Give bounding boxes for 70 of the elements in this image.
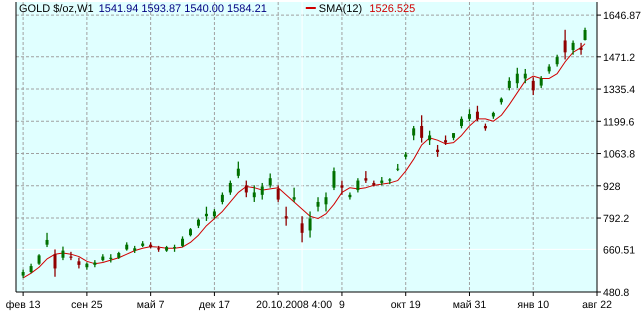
candlestick xyxy=(284,206,288,226)
x-tick-label: окт 19 xyxy=(390,299,421,311)
candlestick xyxy=(276,184,280,203)
legend-label: SMA(12) xyxy=(318,3,362,15)
candlestick xyxy=(292,187,296,203)
x-tick-label: сен 25 xyxy=(71,299,103,311)
candlestick xyxy=(564,29,567,60)
x-tick-label: янв 10 xyxy=(517,299,550,311)
candlestick xyxy=(548,64,551,74)
candlestick xyxy=(196,218,200,229)
candlestick xyxy=(508,76,511,91)
candlestick xyxy=(396,163,400,172)
candlestick xyxy=(46,232,49,248)
y-tick-label: 480.8 xyxy=(603,287,630,299)
candlestick xyxy=(316,196,320,212)
candlestick xyxy=(540,75,543,89)
candlestick xyxy=(220,192,224,205)
x-tick-label: май 7 xyxy=(136,299,165,311)
candlestick xyxy=(268,172,272,188)
candlestick xyxy=(236,160,240,179)
ref-line-label: 660.51 xyxy=(603,244,636,256)
x-tick-label: дек 17 xyxy=(198,299,230,311)
candlestick xyxy=(364,170,368,184)
candlestick xyxy=(54,248,56,278)
candlestick xyxy=(77,257,80,270)
x-tick-label: 9 xyxy=(339,299,346,311)
candlestick xyxy=(584,27,587,42)
candlestick xyxy=(181,236,184,248)
candlestick xyxy=(412,125,416,141)
candlestick xyxy=(244,180,248,198)
candlestick xyxy=(252,184,256,203)
candlestick xyxy=(516,67,519,89)
candlestick xyxy=(444,134,448,146)
y-tick-label: 1335.4 xyxy=(603,84,636,96)
candlestick xyxy=(524,68,527,84)
candlestick xyxy=(532,76,535,96)
x-tick-label: май 31 xyxy=(452,299,486,311)
candlestick xyxy=(300,216,304,243)
candlestick xyxy=(356,178,360,194)
candlestick xyxy=(38,254,41,266)
candlestick xyxy=(212,208,216,220)
candlestick xyxy=(324,192,328,212)
candlestick xyxy=(332,166,336,191)
candlestick xyxy=(308,210,312,238)
annotation: 1526.525 xyxy=(369,3,416,15)
candlestick xyxy=(436,144,440,158)
candlestick xyxy=(428,130,432,146)
y-tick-label: 1471.2 xyxy=(603,52,636,64)
y-tick-label: 1063.8 xyxy=(603,148,636,161)
candlestick xyxy=(556,54,559,68)
candlestick xyxy=(580,42,583,56)
candlestick xyxy=(228,180,232,196)
line-series xyxy=(22,43,586,278)
candlestick xyxy=(420,114,424,144)
x-tick-label: фев 13 xyxy=(6,299,41,311)
y-tick-label: 792.2 xyxy=(603,213,630,226)
y-tick-label: 928 xyxy=(603,180,621,193)
chart-title: GOLD $/oz,W1 xyxy=(19,3,94,15)
candlestick xyxy=(30,263,33,274)
candlestick xyxy=(572,40,575,56)
y-tick-label: 1646.87 xyxy=(603,10,642,22)
candlestick xyxy=(468,108,471,122)
ref-line-label: 20.10.2008 4:00 xyxy=(256,299,332,311)
chart-subtitle: 1541.94 1593.87 1540.00 1584.21 xyxy=(98,3,267,15)
candlestick xyxy=(61,246,64,261)
candlestick xyxy=(260,182,264,200)
candlestick xyxy=(460,116,463,129)
y-tick-label: 1199.6 xyxy=(603,116,634,128)
candlestick xyxy=(476,105,479,122)
x-tick-label: авг 22 xyxy=(582,299,612,311)
